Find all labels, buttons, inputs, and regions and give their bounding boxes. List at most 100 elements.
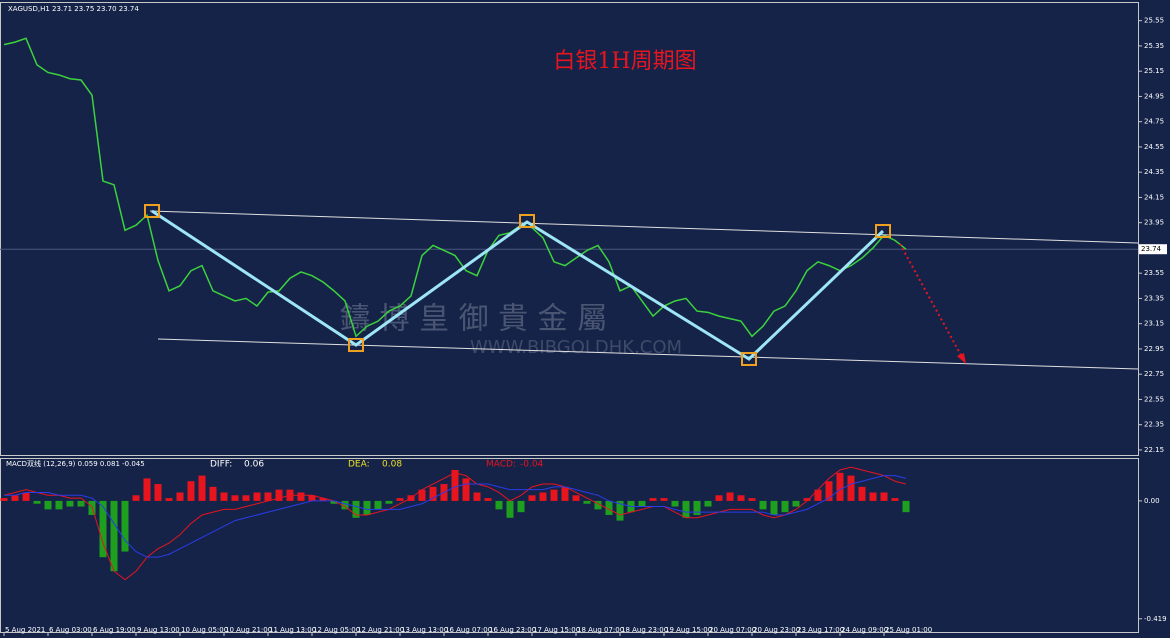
x-tick-label: 20 Aug 23:00	[753, 626, 800, 634]
macd-bar	[132, 495, 140, 501]
macd-bar	[858, 486, 866, 501]
chart-title: 白银1H周期图	[553, 49, 696, 74]
macd-bar	[748, 498, 756, 501]
macd-bar	[462, 478, 470, 501]
macd-bar	[528, 495, 536, 501]
macd-bar	[847, 475, 855, 501]
macd-bar	[121, 500, 129, 552]
macd-bar	[891, 498, 899, 501]
x-tick-label: 18 Aug 07:00	[577, 626, 624, 634]
macd-bar	[803, 498, 811, 501]
macd-bar	[231, 495, 239, 501]
channel-upper	[149, 210, 1139, 244]
macd-bar	[297, 492, 305, 501]
macd-bar	[781, 500, 789, 513]
macd-bar	[704, 500, 712, 507]
macd-bar	[176, 492, 184, 501]
macd-bar	[693, 500, 701, 515]
macd-bar	[583, 500, 591, 504]
pivot-box	[348, 338, 364, 352]
x-tick-label: 10 Aug 21:00	[225, 626, 272, 634]
macd-bar	[495, 500, 503, 510]
macd-bar	[649, 498, 657, 501]
macd-bar	[264, 492, 272, 501]
macd-bar	[0, 498, 8, 501]
macd-bar	[539, 492, 547, 501]
macd-bar	[550, 489, 558, 501]
macd-bar	[11, 495, 19, 501]
macd-bar	[594, 500, 602, 510]
channel-lower	[157, 338, 1139, 370]
x-tick-label: 25 Aug 01:00	[885, 626, 932, 634]
macd-bar	[880, 492, 888, 501]
y-tick-label: 22.75	[1144, 370, 1164, 378]
macd-bar	[99, 500, 107, 558]
legend-value: 0.06	[244, 460, 264, 470]
macd-bar	[814, 489, 822, 501]
x-tick-label: 10 Aug 05:00	[181, 626, 228, 634]
macd-bar	[638, 500, 646, 507]
signal-line	[3, 466, 907, 581]
y-tick-label: 22.55	[1144, 395, 1164, 403]
macd-bar	[33, 500, 41, 504]
legend-name: MACD:	[486, 460, 516, 470]
macd-bar	[836, 472, 844, 501]
y-tick-label: 22.35	[1144, 421, 1164, 429]
macd-bar	[55, 500, 63, 510]
x-tick-label: 16 Aug 23:00	[489, 626, 536, 634]
y-tick-label: 25.55	[1144, 17, 1164, 25]
y-tick-label: 23.55	[1144, 269, 1164, 277]
macd-frame	[0, 458, 1139, 633]
macd-bar	[385, 500, 393, 504]
macd-bar	[451, 469, 459, 501]
macd-bar	[396, 498, 404, 501]
price-frame	[0, 2, 1139, 456]
x-tick-label: 16 Aug 07:00	[445, 626, 492, 634]
pivot-boxes	[144, 204, 891, 366]
macd-bar	[792, 500, 800, 507]
pivot-box	[741, 352, 757, 366]
macd-bar	[341, 500, 349, 510]
macd-bar	[660, 498, 668, 501]
y-tick-label: 23.35	[1144, 294, 1164, 302]
y-tick-label: -0.419	[1144, 615, 1167, 623]
macd-bar	[561, 486, 569, 501]
pivot-box	[875, 224, 891, 238]
macd-bar	[165, 498, 173, 501]
x-tick-label: 11 Aug 13:00	[269, 626, 316, 634]
macd-bar	[429, 486, 437, 501]
macd-bar	[242, 495, 250, 501]
macd-bar	[572, 495, 580, 501]
macd-bar	[253, 492, 261, 501]
y-tick-label: 25.35	[1144, 42, 1164, 50]
y-tick-label: 22.95	[1144, 345, 1164, 353]
macd-bar	[473, 492, 481, 501]
annotations	[144, 204, 1139, 370]
macd-bar	[154, 484, 162, 501]
x-tick-label: 19 Aug 15:00	[665, 626, 712, 634]
price-line	[3, 37, 907, 338]
pivot-box	[519, 214, 535, 228]
y-tick-label: 22.15	[1144, 446, 1164, 454]
x-tick-label: 23 Aug 17:00	[797, 626, 844, 634]
x-tick-label: 6 Aug 19:00	[93, 626, 136, 634]
macd-bar	[825, 481, 833, 501]
indicator-label: MACD双线 (12,26,9) 0.059 0.081 -0.045	[6, 459, 145, 468]
macd-bar	[770, 500, 778, 515]
watermark-url: WWW.BIBGOLDHK.COM	[470, 337, 682, 358]
legend-name: DIFF:	[210, 460, 232, 470]
x-tick-label: 12 Aug 21:00	[357, 626, 404, 634]
macd-bar	[143, 478, 151, 501]
legend-name: DEA:	[348, 460, 370, 470]
x-tick-label: 24 Aug 09:00	[841, 626, 888, 634]
macd-bar	[506, 500, 514, 518]
x-tick-label: 9 Aug 13:00	[137, 626, 180, 634]
signal-line	[4, 475, 907, 558]
macd-bar	[759, 500, 767, 510]
legend-value: -0.04	[520, 460, 544, 470]
x-tick-label: 17 Aug 15:00	[533, 626, 580, 634]
macd-bar	[319, 498, 327, 501]
macd-bar	[363, 500, 371, 515]
y-tick-label: 24.95	[1144, 92, 1164, 100]
